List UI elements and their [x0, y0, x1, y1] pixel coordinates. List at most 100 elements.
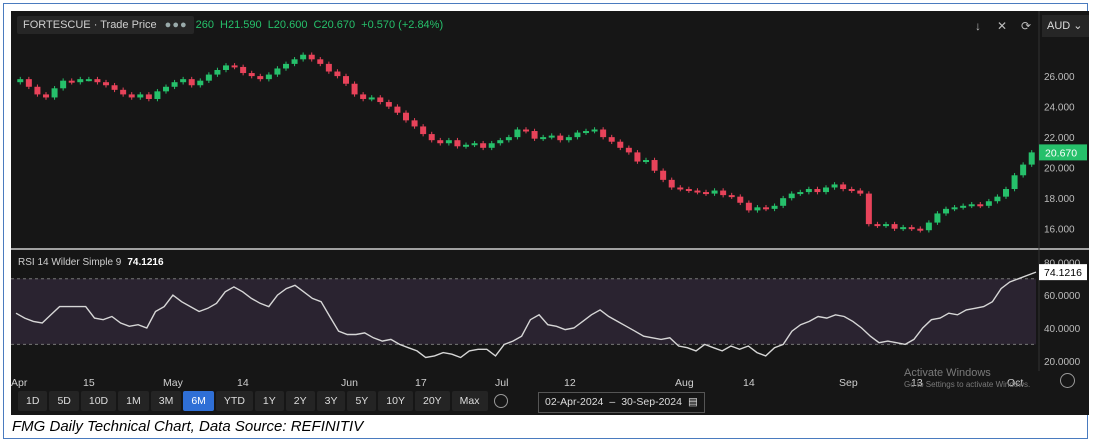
period-button-2y[interactable]: 2Y — [285, 391, 315, 411]
date-range-picker[interactable]: 02-Apr-2024 – 30-Sep-2024 ▤ — [538, 392, 705, 413]
candle-body — [651, 160, 658, 171]
candle-body — [540, 137, 547, 140]
date-to: 30-Sep-2024 — [621, 396, 682, 408]
rsi-band-fill — [11, 278, 1036, 345]
rsi-tag-label: 74.1216 — [1044, 267, 1082, 279]
candle-body — [163, 86, 169, 92]
period-button-1d[interactable]: 1D — [18, 391, 48, 411]
period-button-3y[interactable]: 3Y — [316, 391, 346, 411]
candle-body — [283, 63, 289, 69]
ohlc-readout: 260 H21.590 L20.600 C20.670 +0.570 (+2.8… — [196, 19, 447, 31]
candle-body — [325, 63, 332, 72]
candle-body — [797, 192, 804, 195]
price-tick-label: 18.000 — [1044, 194, 1075, 205]
chart-panel: 26.000 24.000 22.000 20.000 18.000 16.000 80.0… — [11, 11, 1089, 415]
candle-body — [1020, 164, 1027, 176]
period-button-5y[interactable]: 5Y — [347, 391, 377, 411]
x-tick-label: Sep — [839, 377, 858, 389]
date-separator: – — [609, 396, 616, 408]
candle-body — [368, 97, 375, 100]
candle-body — [411, 120, 418, 127]
candle-body — [463, 144, 469, 147]
candle-body — [497, 140, 504, 144]
candle-body — [780, 198, 787, 206]
candle-body — [917, 228, 924, 231]
candle-body — [514, 129, 521, 138]
period-button-6m[interactable]: 6M — [183, 391, 214, 411]
price-tick-label: 20.000 — [1044, 164, 1075, 175]
candle-body — [745, 202, 752, 211]
candle-body — [840, 184, 847, 190]
rsi-label: RSI 14 Wilder Simple 9 — [18, 257, 122, 268]
candle-body — [351, 83, 358, 95]
period-button-max[interactable]: Max — [451, 391, 488, 411]
x-tick-label: 15 — [83, 377, 95, 389]
candle-body — [754, 207, 761, 211]
gear-icon[interactable] — [493, 394, 508, 408]
candle-body — [68, 80, 75, 83]
watermark-title: Activate Windows — [904, 367, 991, 379]
candle-body — [728, 195, 735, 198]
candle-body — [685, 189, 692, 192]
period-button-10y[interactable]: 10Y — [378, 391, 413, 411]
period-button-3m[interactable]: 3M — [150, 391, 182, 411]
rsi-tick-label: 20.0000 — [1044, 357, 1081, 368]
candle-body — [925, 222, 932, 231]
candle-body — [145, 94, 152, 99]
candle-body — [43, 94, 49, 98]
candle-body — [977, 204, 984, 207]
chart-controls: ↓ ✕ ⟳ — [969, 17, 1035, 35]
price-tick-label: 24.000 — [1044, 103, 1075, 114]
candle-body — [523, 129, 529, 132]
candle-body — [677, 187, 684, 190]
price-tag-label: 20.670 — [1045, 147, 1077, 159]
figure-frame: 26.000 24.000 22.000 20.000 18.000 16.000 80.0… — [3, 3, 1089, 439]
candle-body — [900, 227, 907, 230]
symbol-chip[interactable]: FORTESCUE · Trade Price ●●● — [17, 16, 194, 34]
refresh-icon[interactable]: ⟳ — [1020, 19, 1032, 33]
candle-body — [137, 94, 144, 98]
candle-body — [763, 207, 769, 210]
close-icon[interactable]: ✕ — [996, 19, 1008, 33]
candle-body — [505, 137, 512, 141]
currency-select[interactable]: AUD ⌄ — [1042, 15, 1089, 37]
candle-body — [77, 79, 84, 83]
download-icon[interactable]: ↓ — [975, 19, 981, 33]
settings-icon[interactable] — [1060, 373, 1075, 388]
candle-body — [377, 97, 384, 103]
x-tick-label: Jun — [341, 377, 358, 389]
period-button-10d[interactable]: 10D — [80, 391, 117, 411]
candle-body — [660, 170, 667, 180]
candle-body — [951, 207, 958, 210]
candle-body — [360, 94, 367, 99]
x-tick-label: 14 — [743, 377, 755, 389]
candle-body — [985, 201, 992, 206]
candle-body — [874, 224, 881, 227]
candle-body — [994, 196, 1001, 202]
candle-body — [703, 192, 709, 195]
period-button-5d[interactable]: 5D — [49, 391, 79, 411]
candle-body — [634, 152, 641, 162]
rsi-tick-label: 60.0000 — [1044, 291, 1081, 302]
candle-body — [865, 193, 872, 225]
x-tick-label: May — [163, 377, 184, 389]
period-button-20y[interactable]: 20Y — [414, 391, 450, 411]
low-value: L20.600 — [267, 19, 308, 31]
more-dots-icon[interactable]: ●●● — [164, 19, 188, 31]
activate-windows-watermark: Activate Windows Go to Settings to activ… — [904, 368, 1030, 390]
x-tick-label: 12 — [564, 377, 576, 389]
candle-body — [188, 79, 195, 86]
period-button-1m[interactable]: 1M — [118, 391, 149, 411]
candle-body — [17, 79, 24, 83]
currency-label: AUD — [1047, 20, 1071, 32]
candle-body — [857, 190, 864, 194]
candle-body — [1028, 152, 1035, 165]
candle-body — [625, 147, 632, 153]
candle-body — [111, 85, 118, 90]
candle-body — [248, 73, 255, 77]
x-tick-label: 13 — [911, 377, 923, 389]
period-button-1y[interactable]: 1Y — [254, 391, 284, 411]
candle-body — [883, 224, 889, 227]
period-button-ytd[interactable]: YTD — [215, 391, 253, 411]
candle-body — [25, 79, 32, 87]
